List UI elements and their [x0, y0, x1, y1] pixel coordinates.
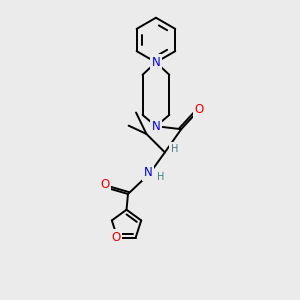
- Text: N: N: [152, 120, 160, 133]
- Text: O: O: [100, 178, 109, 191]
- Text: O: O: [194, 103, 204, 116]
- Text: H: H: [157, 172, 164, 182]
- Text: H: H: [171, 144, 178, 154]
- Text: N: N: [152, 56, 160, 69]
- Text: O: O: [111, 231, 121, 244]
- Text: N: N: [144, 167, 153, 179]
